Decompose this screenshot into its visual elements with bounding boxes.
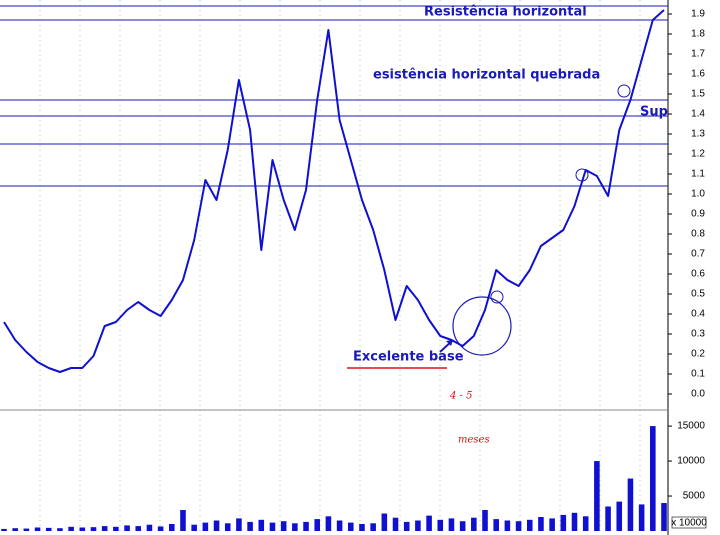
- volume-bar: [325, 516, 332, 531]
- y-tick-label: 0.4: [691, 309, 705, 320]
- annotation: meses: [458, 435, 490, 446]
- volume-bar: [1, 528, 7, 531]
- y-tick-label: 0.2: [691, 349, 705, 360]
- volume-bar: [526, 519, 533, 531]
- volume-bar: [280, 521, 287, 531]
- y-tick-label: 0.5: [691, 289, 705, 300]
- volume-bar: [135, 526, 142, 531]
- volume-bar: [627, 478, 634, 531]
- volume-bar: [650, 426, 656, 531]
- y2-label-box: [671, 516, 707, 529]
- volume-bar: [661, 503, 667, 531]
- volume-bar: [236, 518, 242, 531]
- volume-bar: [582, 516, 589, 531]
- vertical-grid: [39, 0, 641, 535]
- volume-bar: [258, 519, 265, 531]
- volume-bar: [459, 521, 466, 531]
- volume-bar: [101, 526, 108, 531]
- y-tick-label: 0.7: [691, 249, 705, 260]
- volume-bar: [303, 521, 309, 531]
- plot-layer: 0.0 0.1 0.2 0.3 0.4 0.5 0.6 0.7 0.8 0.9 1.0 1.1 1.2 1…: [0, 5, 707, 531]
- volume-bar: [370, 523, 376, 531]
- volume-bar: [638, 504, 645, 531]
- y2-tick-label: 5000: [683, 491, 706, 502]
- annotation: esistência horizontal quebrada: [373, 68, 600, 83]
- price-line: [3, 9, 665, 373]
- volume-bar: [113, 526, 119, 531]
- volume-bar: [347, 522, 354, 531]
- y-tick-label: 0.1: [691, 369, 705, 380]
- arrow-head: [446, 340, 453, 346]
- volume-bar: [359, 524, 365, 531]
- volume-bar: [448, 518, 455, 531]
- volume-bar: [12, 528, 18, 531]
- volume-bar: [437, 519, 444, 531]
- base-circle: [452, 296, 512, 356]
- annotation: 4 - 5: [449, 391, 472, 402]
- volume-bar: [392, 517, 399, 531]
- volume-bar: [45, 527, 52, 531]
- y-tick-label: 0.3: [691, 329, 705, 340]
- y2-tick-label: 15000: [677, 421, 705, 432]
- volume-bar: [191, 524, 197, 531]
- y-tick-label: 1.2: [691, 149, 705, 160]
- volume-bar: [146, 524, 153, 531]
- volume-bar: [169, 524, 175, 531]
- y-tick-label: 0.6: [691, 269, 705, 280]
- volume-bar: [504, 520, 511, 531]
- volume-bar: [594, 461, 600, 531]
- volume-bar: [34, 527, 41, 531]
- y-tick-label: 1.9: [691, 9, 705, 20]
- volume-bar: [426, 515, 432, 531]
- volume-bar: [538, 517, 544, 531]
- y-tick-label: 1.8: [691, 29, 705, 40]
- volume-bar: [471, 517, 477, 531]
- y-tick-label: 0.9: [691, 209, 705, 220]
- volume-bar: [90, 527, 97, 531]
- volume-bar: [560, 514, 567, 531]
- volume-bar: [79, 527, 86, 531]
- y2-label: x 10000: [671, 518, 707, 529]
- annotation: Sup: [640, 105, 668, 120]
- volume-bar: [180, 510, 186, 531]
- volume-bar: [68, 526, 74, 531]
- volume-bar: [571, 512, 578, 531]
- y-tick-label: 1.7: [691, 49, 705, 60]
- volume-bar: [213, 520, 220, 531]
- volume-bar: [23, 528, 30, 531]
- volume-bar: [605, 506, 611, 531]
- volume-bar: [292, 523, 298, 531]
- volume-bar: [549, 518, 555, 531]
- volume-bar: [124, 525, 130, 531]
- y-tick-label: 0.0: [691, 389, 705, 400]
- y-tick-label: 0.8: [691, 229, 705, 240]
- y-tick-label: 1.1: [691, 169, 705, 180]
- volume-bar: [247, 521, 253, 531]
- y-tick-label: 1.4: [691, 109, 705, 120]
- volume-bar: [515, 521, 522, 531]
- volume-bar: [269, 522, 276, 531]
- volume-bar: [482, 510, 488, 531]
- volume-bar: [415, 520, 421, 531]
- annotation: Resistência horizontal: [424, 5, 587, 20]
- volume-bar: [381, 513, 388, 531]
- y-tick-label: 1.6: [691, 69, 705, 80]
- annotation: Excelente base: [353, 350, 464, 365]
- volume-bar: [616, 501, 623, 531]
- volume-bar: [224, 523, 231, 531]
- volume-bar: [157, 526, 164, 531]
- y2-tick-label: 10000: [677, 456, 705, 467]
- volume-bar: [314, 519, 321, 531]
- volume-bar: [493, 519, 499, 531]
- y-tick-label: 1.5: [691, 89, 705, 100]
- volume-bar: [336, 520, 343, 531]
- volume-bar: [57, 528, 63, 531]
- volume-bar: [403, 521, 410, 531]
- y-tick-label: 1.0: [691, 189, 705, 200]
- y-tick-label: 1.3: [691, 129, 705, 140]
- volume-bar: [202, 522, 209, 531]
